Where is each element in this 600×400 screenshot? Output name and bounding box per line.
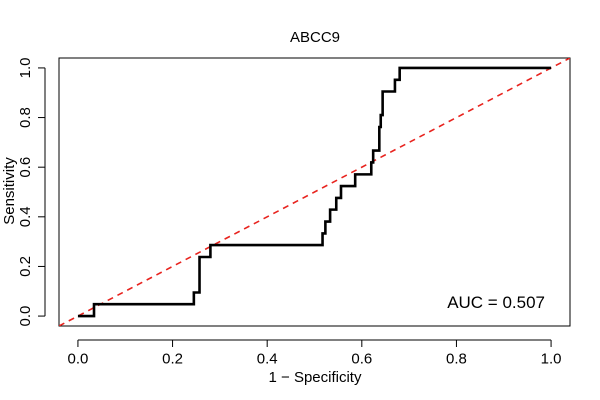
y-tick-label: 0.8 bbox=[17, 107, 34, 128]
y-tick-label: 0.2 bbox=[17, 256, 34, 277]
x-tick-label: 0.6 bbox=[351, 350, 372, 367]
y-tick-label: 1.0 bbox=[17, 57, 34, 78]
x-tick-label: 0.4 bbox=[257, 350, 278, 367]
x-tick-label: 0.2 bbox=[162, 350, 183, 367]
plot-area: 0.0 0.2 0.4 0.6 0.8 1.0 0.0 0.2 0.4 0.6 0.8 1.0 bbox=[17, 57, 571, 367]
roc-curve-line bbox=[77, 66, 552, 318]
y-tick-label: 0.4 bbox=[17, 206, 34, 227]
y-tick-label: 0.6 bbox=[17, 157, 34, 178]
plot-frame bbox=[58, 57, 571, 327]
reference-diagonal-line bbox=[59, 58, 570, 326]
auc-annotation: AUC = 0.507 bbox=[447, 293, 545, 312]
x-axis-title: 1 − Specificity bbox=[269, 369, 362, 386]
x-tick-label: 1.0 bbox=[541, 350, 562, 367]
y-tick-label: 0.0 bbox=[17, 306, 34, 327]
x-tick-label: 0.0 bbox=[67, 350, 88, 367]
x-tick-label: 0.8 bbox=[446, 350, 467, 367]
chart-title: ABCC9 bbox=[290, 29, 340, 46]
y-axis-title: Sensitivity bbox=[1, 157, 18, 225]
